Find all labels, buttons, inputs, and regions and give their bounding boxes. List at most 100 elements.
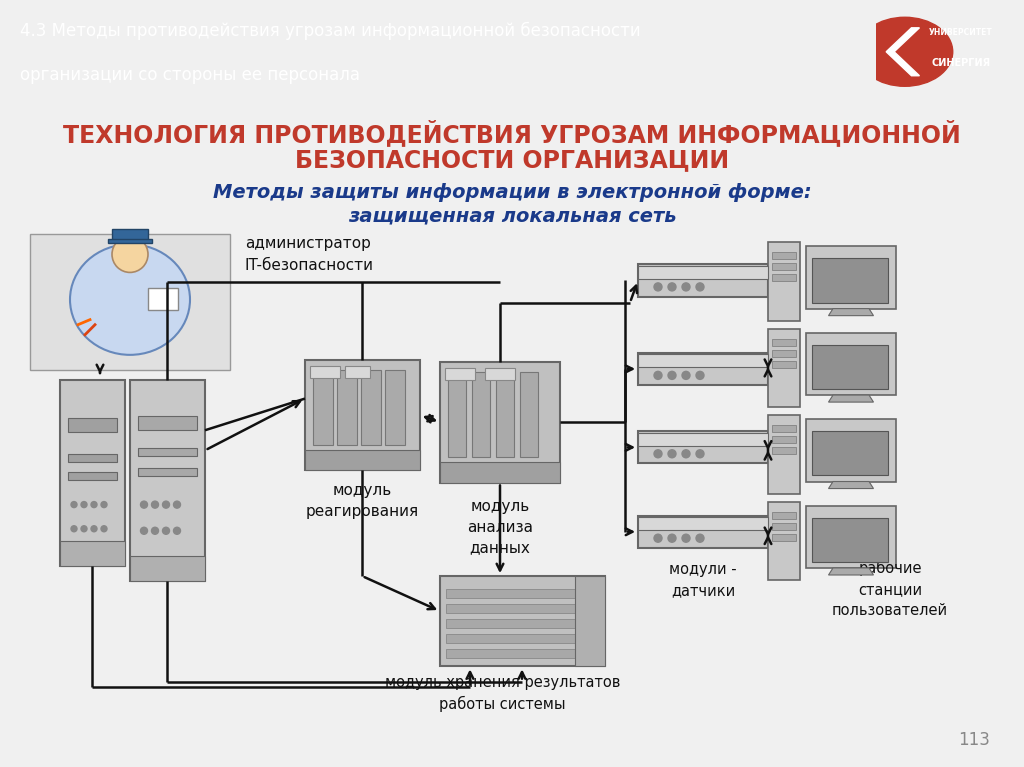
Bar [361,370,381,446]
Circle shape [71,502,77,508]
Circle shape [696,449,705,458]
Bar [337,370,357,446]
Text: Методы защиты информации в электронной форме:: Методы защиты информации в электронной ф… [213,183,811,202]
Circle shape [682,449,690,458]
Circle shape [173,501,180,509]
Bar [305,450,420,470]
Circle shape [682,371,690,380]
Circle shape [152,527,159,535]
Circle shape [81,525,87,532]
Bar [385,370,406,446]
Ellipse shape [70,244,190,355]
Bar [485,368,515,380]
Bar [812,345,888,389]
Circle shape [101,502,106,508]
Circle shape [152,501,159,509]
Circle shape [101,525,106,532]
Bar [130,380,205,581]
Polygon shape [828,568,873,575]
Circle shape [654,283,662,291]
Bar [812,258,888,302]
Text: 113: 113 [958,731,990,749]
Circle shape [163,501,170,509]
Circle shape [668,534,676,542]
Circle shape [654,371,662,380]
Bar [440,576,605,667]
Circle shape [682,534,690,542]
Bar [310,366,340,378]
Text: администратор
IT-безопасности: администратор IT-безопасности [245,235,374,273]
Bar [812,518,888,562]
Circle shape [71,525,77,532]
Bar [313,370,333,446]
Bar [772,436,796,443]
Circle shape [81,502,87,508]
Circle shape [696,371,705,380]
Text: организации со стороны ее персонала: организации со стороны ее персонала [20,65,360,84]
Circle shape [668,283,676,291]
Bar [806,333,896,395]
Bar [768,415,800,494]
Circle shape [163,527,170,535]
Polygon shape [886,28,920,76]
Bar [148,288,178,310]
Bar [520,372,538,457]
Bar [772,447,796,454]
Circle shape [112,236,148,272]
Bar [768,502,800,580]
Circle shape [668,371,676,380]
Circle shape [173,527,180,535]
Bar [638,353,768,385]
Bar [772,252,796,259]
Bar [638,266,768,279]
Bar [60,541,125,566]
Bar [305,360,420,470]
Bar [496,372,514,457]
Bar [446,604,599,613]
Text: модуль
реагирования: модуль реагирования [306,482,419,518]
Bar [446,650,599,658]
Circle shape [91,525,97,532]
Bar [638,354,768,367]
Circle shape [654,534,662,542]
Text: ТЕХНОЛОГИЯ ПРОТИВОДЕЙСТВИЯ УГРОЗАМ ИНФОРМАЦИОННОЙ: ТЕХНОЛОГИЯ ПРОТИВОДЕЙСТВИЯ УГРОЗАМ ИНФОР… [63,120,961,147]
Text: модуль хранения результатов
работы системы: модуль хранения результатов работы систе… [385,674,621,713]
Text: БЕЗОПАСНОСТИ ОРГАНИЗАЦИИ: БЕЗОПАСНОСТИ ОРГАНИЗАЦИИ [295,148,729,172]
Bar [446,589,599,598]
Text: рабочие
станции
пользователей: рабочие станции пользователей [831,560,948,618]
Bar [138,469,197,476]
Bar [446,634,599,644]
Bar [772,263,796,271]
Text: СИНЕРГИЯ: СИНЕРГИЯ [931,58,990,68]
Bar [440,463,560,482]
Bar [772,350,796,357]
Bar [449,372,466,457]
Bar [806,505,896,568]
Bar [772,425,796,433]
Circle shape [857,18,952,87]
Bar [772,512,796,518]
Text: защищенная локальная сеть: защищенная локальная сеть [348,206,676,225]
Bar [638,265,768,297]
Bar [575,576,605,667]
Text: УНИВЕРСИТЕТ: УНИВЕРСИТЕТ [929,28,992,37]
Bar [108,239,152,243]
Bar [772,523,796,530]
Bar [638,517,768,530]
Circle shape [682,283,690,291]
Bar [806,420,896,482]
Circle shape [140,527,147,535]
Bar [472,372,490,457]
Bar [440,362,560,482]
Polygon shape [828,482,873,489]
Bar [638,433,768,446]
Bar [112,229,148,242]
Bar [30,234,230,370]
Text: модули -
датчики: модули - датчики [670,562,737,598]
Bar [138,416,197,430]
Bar [768,242,800,321]
Circle shape [696,283,705,291]
Circle shape [696,534,705,542]
Bar [68,418,117,432]
Bar [445,368,475,380]
